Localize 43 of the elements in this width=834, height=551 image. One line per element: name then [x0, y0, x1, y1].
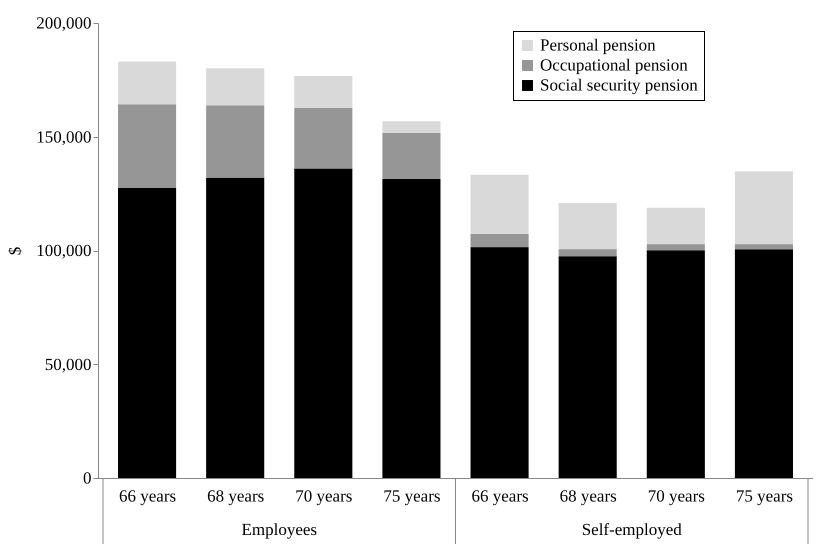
legend-label: Personal pension: [540, 36, 656, 54]
bar: [734, 244, 793, 250]
bar: [118, 62, 176, 104]
legend-label: Social security pension: [540, 76, 698, 94]
bar: [382, 178, 440, 478]
bar: [118, 188, 176, 478]
bar: [294, 108, 352, 169]
bar: [646, 250, 705, 478]
bar: [470, 247, 529, 478]
bar: [118, 104, 176, 188]
x-tick-label: 66 years: [472, 486, 529, 506]
bar: [558, 202, 617, 250]
bar: [734, 171, 793, 244]
bar: [206, 105, 264, 178]
x-tick-label: 70 years: [648, 486, 705, 506]
bar: [646, 208, 705, 244]
bar: [294, 76, 352, 108]
y-axis-title: $: [5, 246, 24, 256]
y-tick-label: 50,000: [44, 354, 92, 374]
x-tick-label: 70 years: [295, 486, 352, 506]
bar: [734, 249, 793, 478]
bar: [558, 249, 617, 256]
bar: [470, 234, 529, 248]
x-tick-label: 75 years: [736, 486, 793, 506]
bar: [206, 178, 264, 478]
y-tick-label: 200,000: [36, 14, 92, 32]
y-tick-label: 100,000: [36, 241, 92, 260]
bar: [558, 256, 617, 478]
x-tick-label: 75 years: [383, 486, 440, 506]
bar: [206, 68, 264, 106]
text: Employees: [241, 520, 318, 539]
bar: [382, 132, 440, 179]
bar: [646, 244, 705, 250]
y-tick-label: 0: [83, 468, 92, 488]
x-tick-label: 68 years: [207, 486, 264, 506]
x-tick-label: 66 years: [119, 486, 176, 506]
bar: [294, 168, 352, 478]
text: Self-employed: [582, 520, 682, 539]
y-tick-label: 150,000: [36, 127, 92, 146]
legend-label: Occupational pension: [540, 56, 688, 74]
bar: [470, 174, 529, 234]
bar: [382, 121, 440, 133]
x-tick-label: 68 years: [560, 486, 617, 506]
